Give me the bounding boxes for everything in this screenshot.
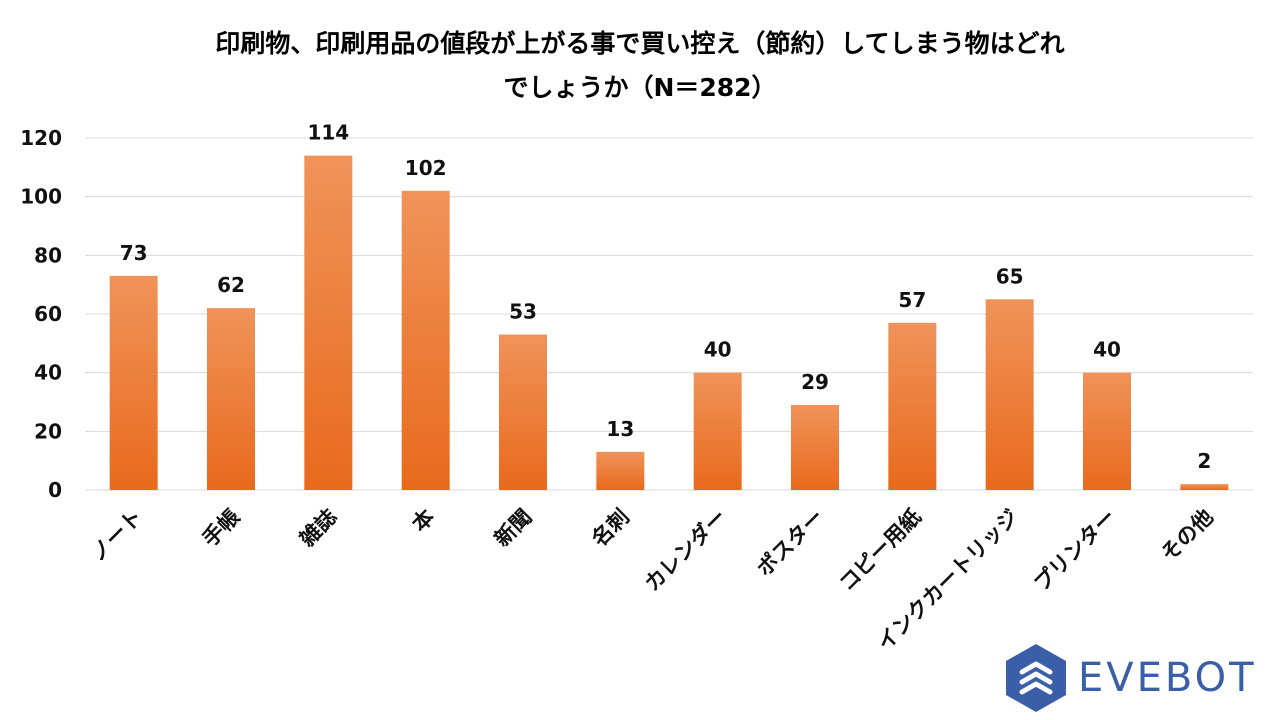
bar-10 (1083, 372, 1131, 490)
category-labels: ノート 手帳 雑誌本新聞 名刺 カレンダー ポスター コピー用紙インクカートリッジ プリンター… (86, 505, 1218, 656)
chart-title-line-2: でしょうか（N＝282） (503, 73, 777, 102)
category-label: 雑誌 (294, 505, 341, 552)
bar-7 (791, 404, 839, 490)
data-label: 53 (509, 300, 537, 324)
data-label: 114 (307, 121, 349, 145)
data-label: 65 (996, 264, 1024, 288)
bar-6 (693, 372, 742, 490)
evebot-hexagon-logo-icon (1006, 644, 1066, 712)
data-label: 2 (1197, 449, 1211, 473)
data-label: 40 (1093, 338, 1121, 362)
category-label: 名刺 (587, 505, 634, 552)
data-label: 29 (801, 370, 829, 394)
category-label: 新聞 (490, 505, 537, 552)
bar-9 (985, 299, 1034, 490)
y-tick-label: 80 (34, 243, 62, 267)
bar-11 (1180, 484, 1229, 490)
category-label: ポスター (752, 505, 828, 581)
data-labels: 73 62 114 102 53 13 40 29 57 65 40 2 (120, 121, 1212, 474)
y-tick-label: 0 (48, 478, 62, 502)
category-label: その他 (1156, 505, 1218, 567)
y-tick-label: 20 (34, 419, 62, 443)
bar-2 (304, 155, 353, 490)
evebot-logo: EVEBOT (1002, 642, 1272, 714)
data-label: 13 (606, 417, 634, 441)
y-axis-ticks: 0 20 40 60 80 100 120 (20, 126, 62, 502)
bar-4 (499, 334, 547, 490)
bar-0 (109, 275, 158, 490)
chart-title-line-1: 印刷物、印刷用品の値段が上がる事で買い控え（節約）してしまう物はどれ (215, 29, 1065, 58)
bar-1 (207, 308, 255, 490)
logo-text: EVEBOT (1078, 655, 1257, 701)
bar-3 (401, 190, 450, 491)
bar-8 (888, 322, 937, 490)
category-label: 手帳 (198, 505, 245, 552)
category-label: コピー用紙 (835, 505, 926, 596)
category-label: 本 (407, 505, 439, 537)
chart-title: 印刷物、印刷用品の値段が上がる事で買い控え（節約）してしまう物はどれ でしょうか… (0, 22, 1280, 110)
category-label: プリンター (1029, 505, 1120, 596)
data-label: 40 (704, 338, 732, 362)
category-label: カレンダー (640, 505, 731, 596)
y-tick-label: 100 (20, 185, 62, 209)
data-label: 62 (217, 273, 245, 297)
data-label: 73 (120, 241, 148, 265)
y-tick-label: 60 (34, 302, 62, 326)
bar-5 (596, 451, 645, 490)
category-label: ノート (86, 505, 148, 567)
data-label: 102 (405, 156, 447, 180)
y-tick-label: 40 (34, 361, 62, 385)
data-label: 57 (898, 288, 926, 312)
y-tick-label: 120 (20, 126, 62, 150)
bars (109, 155, 1229, 491)
grid-lines (85, 137, 1253, 491)
